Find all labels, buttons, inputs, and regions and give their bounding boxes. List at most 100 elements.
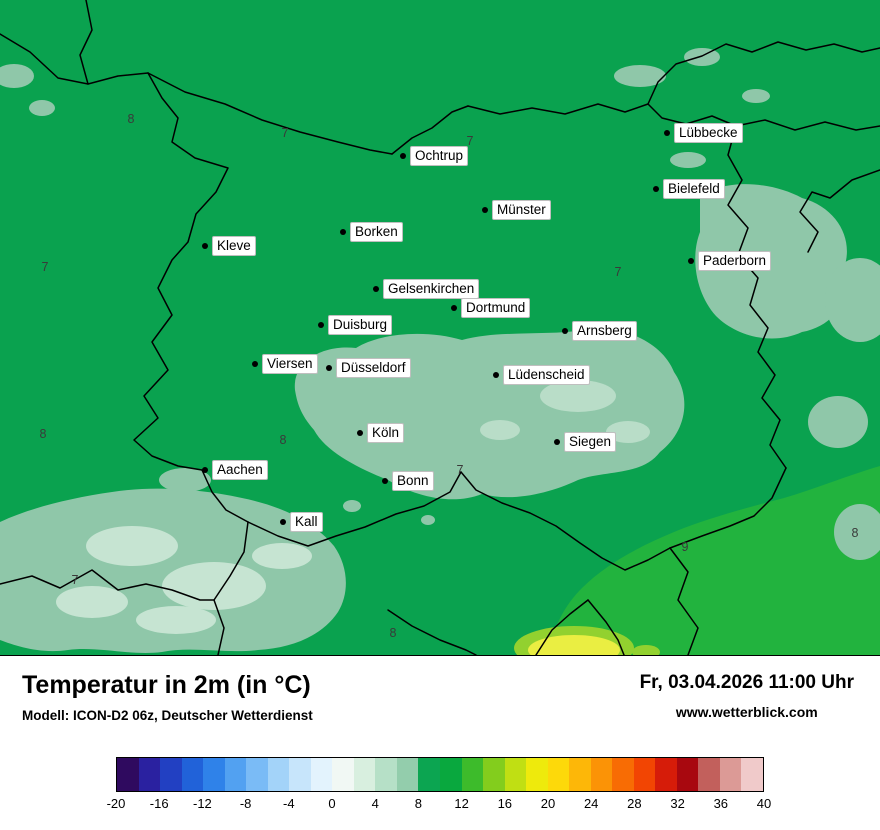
border-path — [147, 72, 393, 155]
city-label: Arnsberg — [572, 321, 637, 341]
temperature-value-label: 8 — [127, 112, 135, 126]
temperature-value-label: 8 — [39, 427, 47, 441]
legend-color-segment — [483, 758, 505, 791]
legend-tick-label: -20 — [106, 796, 126, 811]
legend-color-segment — [612, 758, 634, 791]
legend-color-segment — [547, 758, 570, 791]
legend-color-segment — [353, 758, 376, 791]
temperature-value-label: 7 — [71, 573, 79, 587]
city-dot-icon — [382, 478, 388, 484]
border-path — [669, 547, 699, 655]
city-marker-paderborn: Paderborn — [688, 251, 772, 271]
city-label: Paderborn — [698, 251, 772, 271]
city-label: Bonn — [392, 471, 434, 491]
city-label: Dortmund — [461, 298, 531, 318]
map-graphic — [0, 0, 880, 655]
legend-colorbar — [116, 757, 764, 792]
legend-tick-label: -16 — [149, 796, 169, 811]
city-marker-borken: Borken — [340, 222, 403, 242]
border-path — [133, 72, 249, 523]
border-path — [587, 599, 625, 655]
city-dot-icon — [202, 243, 208, 249]
city-label: Kleve — [212, 236, 256, 256]
model-subtitle: Modell: ICON-D2 06z, Deutscher Wetterdie… — [22, 707, 313, 723]
legend-color-segment — [439, 758, 462, 791]
legend-tick-label: -8 — [239, 796, 252, 811]
border-path — [727, 125, 787, 469]
city-marker-ochtrup: Ochtrup — [400, 146, 469, 166]
legend-color-segment — [375, 758, 397, 791]
city-label: Lüdenscheid — [503, 365, 590, 385]
city-label: Ochtrup — [410, 146, 469, 166]
legend: -20 -16 -12 -8 -4 0 4 8 12 16 20 24 28 32 36 40 — [0, 742, 880, 830]
city-marker-gelsenkirchen: Gelsenkirchen — [373, 279, 480, 299]
temperature-value-label: 8 — [389, 626, 397, 640]
city-dot-icon — [451, 305, 457, 311]
legend-tick-label: 32 — [670, 796, 685, 811]
legend-color-segment — [289, 758, 311, 791]
city-marker-kall: Kall — [280, 512, 323, 532]
city-marker-arnsberg: Arnsberg — [562, 321, 637, 341]
city-label: Aachen — [212, 460, 268, 480]
border-path — [535, 599, 589, 655]
info-left: Temperatur in 2m (in °C) Modell: ICON-D2… — [22, 671, 313, 723]
legend-tick-label: 40 — [756, 796, 772, 811]
city-marker-viersen: Viersen — [252, 354, 318, 374]
legend-color-segment — [655, 758, 677, 791]
city-dot-icon — [554, 439, 560, 445]
city-marker-dortmund: Dortmund — [451, 298, 531, 318]
border-path — [213, 521, 249, 655]
legend-tick-label: 8 — [414, 796, 423, 811]
city-dot-icon — [202, 467, 208, 473]
city-dot-icon — [688, 258, 694, 264]
city-dot-icon — [340, 229, 346, 235]
legend-color-segment — [461, 758, 484, 791]
temperature-value-label: 7 — [456, 463, 464, 477]
temperature-value-label: 7 — [466, 134, 474, 148]
city-dot-icon — [318, 322, 324, 328]
legend-color-segment — [418, 758, 440, 791]
border-path — [647, 41, 880, 105]
legend-color-segment — [633, 758, 656, 791]
legend-color-segment — [181, 758, 204, 791]
border-lines-layer — [0, 0, 880, 655]
border-path — [0, 569, 215, 601]
city-marker-mnster: Münster — [482, 200, 551, 220]
city-dot-icon — [664, 130, 670, 136]
city-marker-kln: Köln — [357, 423, 405, 443]
temperature-value-label: 9 — [681, 540, 689, 554]
legend-color-segment — [569, 758, 591, 791]
city-label: Bielefeld — [663, 179, 725, 199]
city-marker-lbbecke: Lübbecke — [664, 123, 743, 143]
legend-color-segment — [590, 758, 613, 791]
page-title: Temperatur in 2m (in °C) — [22, 671, 311, 699]
legend-tick-label: 36 — [713, 796, 729, 811]
city-label: Viersen — [262, 354, 318, 374]
border-path — [79, 0, 93, 85]
city-label: Kall — [290, 512, 323, 532]
city-label: Münster — [492, 200, 551, 220]
city-marker-kleve: Kleve — [202, 236, 256, 256]
map-region: Lübbecke Ochtrup Bielefeld Münster Borken Kle… — [0, 0, 880, 656]
city-marker-bonn: Bonn — [382, 471, 434, 491]
city-dot-icon — [493, 372, 499, 378]
city-label: Lübbecke — [674, 123, 743, 143]
temperature-value-label: 8 — [279, 433, 287, 447]
border-path — [735, 119, 880, 131]
temperature-value-label: 7 — [281, 126, 289, 140]
map-overlay: Lübbecke Ochtrup Bielefeld Münster Borken Kle… — [39, 112, 859, 640]
legend-tick-label: -4 — [283, 796, 295, 811]
city-dot-icon — [373, 286, 379, 292]
city-marker-dsseldorf: Düsseldorf — [326, 358, 411, 378]
temperature-value-label: 7 — [41, 260, 49, 274]
city-dot-icon — [326, 365, 332, 371]
legend-color-segment — [310, 758, 333, 791]
city-label: Köln — [367, 423, 405, 443]
legend-color-segment — [504, 758, 527, 791]
legend-tick-label: 12 — [454, 796, 469, 811]
legend-tick-label: 16 — [497, 796, 513, 811]
border-path — [387, 609, 477, 655]
legend-color-segment — [396, 758, 419, 791]
info-right: Fr, 03.04.2026 11:00 Uhr www.wetterblick… — [640, 672, 854, 720]
